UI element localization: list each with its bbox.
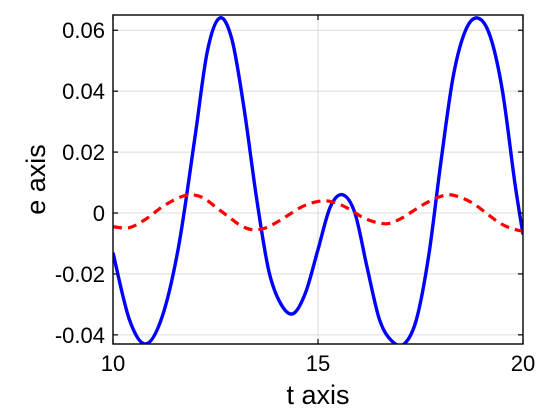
y-tick-label: 0.06 (62, 18, 105, 43)
x-tick-label: 10 (101, 351, 125, 376)
series-line-dashed (113, 193, 523, 233)
x-tick-label: 15 (306, 351, 330, 376)
y-tick-label: 0.04 (62, 79, 105, 104)
grid (112, 15, 524, 344)
y-tick-label: -0.04 (55, 323, 105, 348)
y-axis-label: e axis (21, 144, 51, 215)
ticks: 10 15 20 -0.04 -0.02 0 0.02 0.04 0.06 (55, 15, 535, 376)
x-axis-label: t axis (286, 380, 349, 410)
x-tick-label: 20 (511, 351, 535, 376)
series-line-solid (113, 16, 523, 344)
plot-series (113, 16, 523, 344)
y-tick-label: 0 (93, 201, 105, 226)
y-tick-label: -0.02 (55, 262, 105, 287)
y-tick-label: 0.02 (62, 140, 105, 165)
